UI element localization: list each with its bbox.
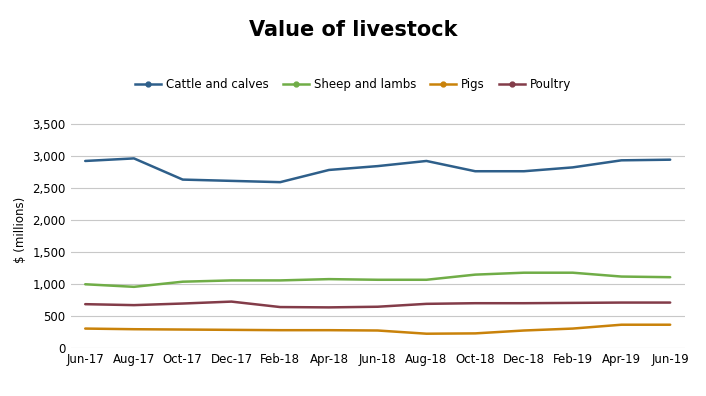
Line: Sheep and lambs: Sheep and lambs: [85, 273, 670, 287]
Line: Cattle and calves: Cattle and calves: [85, 158, 670, 182]
Cattle and calves: [179, 177, 187, 182]
Poultry: [471, 301, 479, 306]
Poultry: [617, 300, 626, 305]
Pigs: [325, 328, 333, 333]
Poultry: [227, 299, 236, 304]
Sheep and lambs: [666, 275, 674, 280]
Poultry: [568, 301, 577, 305]
Cattle and calves: [422, 158, 431, 163]
Sheep and lambs: [179, 279, 187, 284]
Pigs: [276, 328, 285, 333]
Sheep and lambs: [325, 277, 333, 282]
Pigs: [568, 326, 577, 331]
Poultry: [81, 302, 90, 307]
Sheep and lambs: [422, 277, 431, 282]
Sheep and lambs: [568, 270, 577, 275]
Legend: Cattle and calves, Sheep and lambs, Pigs, Poultry: Cattle and calves, Sheep and lambs, Pigs…: [131, 73, 575, 96]
Poultry: [276, 305, 285, 309]
Poultry: [666, 300, 674, 305]
Sheep and lambs: [276, 278, 285, 283]
Sheep and lambs: [130, 284, 138, 289]
Text: Value of livestock: Value of livestock: [249, 20, 457, 40]
Pigs: [130, 327, 138, 331]
Pigs: [227, 327, 236, 332]
Sheep and lambs: [81, 282, 90, 287]
Y-axis label: $ (millions): $ (millions): [14, 196, 27, 263]
Sheep and lambs: [373, 277, 382, 282]
Pigs: [617, 322, 626, 327]
Cattle and calves: [617, 158, 626, 163]
Cattle and calves: [373, 164, 382, 168]
Pigs: [520, 328, 528, 333]
Sheep and lambs: [227, 278, 236, 283]
Cattle and calves: [568, 165, 577, 170]
Sheep and lambs: [617, 274, 626, 279]
Pigs: [81, 326, 90, 331]
Pigs: [179, 327, 187, 332]
Line: Pigs: Pigs: [85, 325, 670, 334]
Poultry: [325, 305, 333, 310]
Line: Poultry: Poultry: [85, 302, 670, 307]
Poultry: [373, 305, 382, 309]
Poultry: [130, 303, 138, 308]
Cattle and calves: [520, 169, 528, 173]
Cattle and calves: [81, 158, 90, 163]
Pigs: [471, 331, 479, 336]
Poultry: [520, 301, 528, 306]
Cattle and calves: [130, 156, 138, 161]
Cattle and calves: [325, 168, 333, 172]
Pigs: [373, 328, 382, 333]
Sheep and lambs: [520, 270, 528, 275]
Cattle and calves: [666, 157, 674, 162]
Cattle and calves: [276, 180, 285, 185]
Cattle and calves: [471, 169, 479, 173]
Sheep and lambs: [471, 272, 479, 277]
Poultry: [422, 301, 431, 306]
Poultry: [179, 301, 187, 306]
Pigs: [666, 322, 674, 327]
Pigs: [422, 331, 431, 336]
Cattle and calves: [227, 179, 236, 183]
